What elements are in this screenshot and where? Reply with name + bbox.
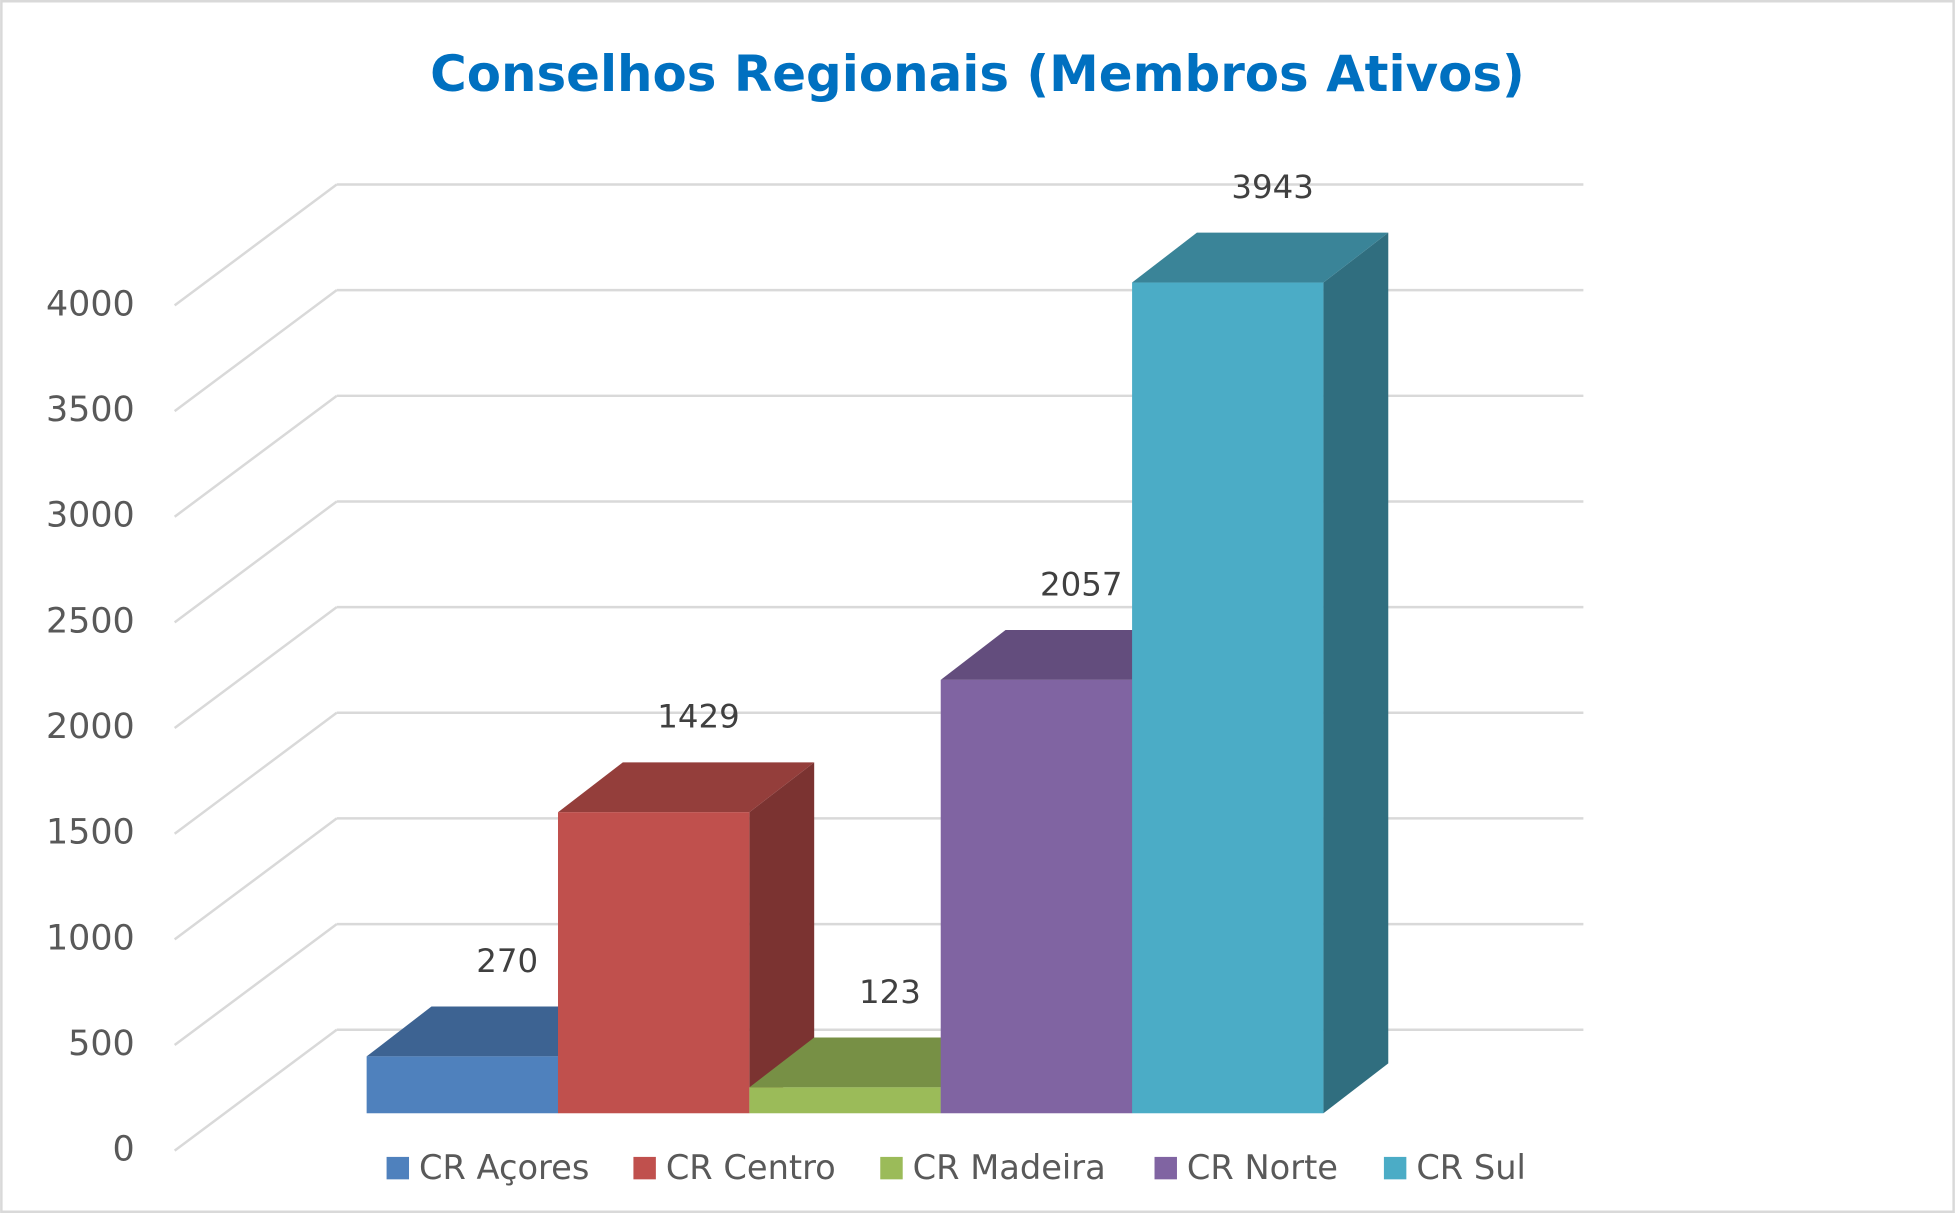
legend-swatch bbox=[633, 1156, 656, 1180]
y-tick-label: 500 bbox=[68, 1024, 135, 1064]
grid-line-side bbox=[173, 923, 338, 1047]
bar-top bbox=[557, 762, 815, 813]
bar bbox=[1132, 282, 1324, 1114]
legend-label: CR Madeira bbox=[913, 1148, 1106, 1187]
grid-line-side bbox=[173, 606, 338, 730]
y-tick-label: 1500 bbox=[46, 813, 135, 853]
bar-side bbox=[1323, 232, 1389, 1114]
legend-label: CR Norte bbox=[1187, 1148, 1338, 1187]
grid-line-side bbox=[173, 817, 338, 941]
bar bbox=[366, 1056, 558, 1114]
legend-label: CR Centro bbox=[666, 1148, 836, 1187]
data-label: 1429 bbox=[657, 698, 739, 736]
bar-side bbox=[749, 762, 815, 1114]
legend-swatch bbox=[1383, 1156, 1407, 1180]
legend-label: CR Açores bbox=[419, 1148, 589, 1187]
legend-label: CR Sul bbox=[1416, 1148, 1526, 1187]
bar bbox=[940, 679, 1133, 1114]
legend-swatch bbox=[880, 1156, 903, 1180]
legend-swatch bbox=[386, 1156, 410, 1180]
y-tick-label: 1000 bbox=[46, 918, 135, 958]
data-label: 270 bbox=[476, 942, 538, 980]
y-tick-label: 0 bbox=[113, 1130, 135, 1170]
data-label: 3943 bbox=[1231, 168, 1313, 206]
y-tick-label: 3000 bbox=[46, 496, 135, 536]
grid-line-side bbox=[173, 183, 338, 307]
grid-line-side bbox=[173, 711, 338, 835]
y-tick-label: 2000 bbox=[46, 707, 135, 747]
data-label: 2057 bbox=[1040, 565, 1122, 603]
data-label: 123 bbox=[859, 973, 921, 1011]
y-tick-label: 3500 bbox=[46, 390, 135, 430]
bar-top bbox=[1132, 232, 1389, 283]
bar bbox=[749, 1087, 941, 1114]
y-tick-label: 2500 bbox=[46, 601, 135, 641]
grid-line-side bbox=[173, 500, 338, 624]
chart-title: Conselhos Regionais (Membros Ativos) bbox=[430, 45, 1525, 103]
bar bbox=[557, 812, 750, 1114]
grid-line-side bbox=[173, 394, 338, 518]
y-tick-label: 4000 bbox=[46, 284, 135, 324]
grid-line-side bbox=[173, 289, 338, 413]
legend-swatch bbox=[1154, 1156, 1177, 1180]
grid-line-side bbox=[173, 1028, 338, 1152]
